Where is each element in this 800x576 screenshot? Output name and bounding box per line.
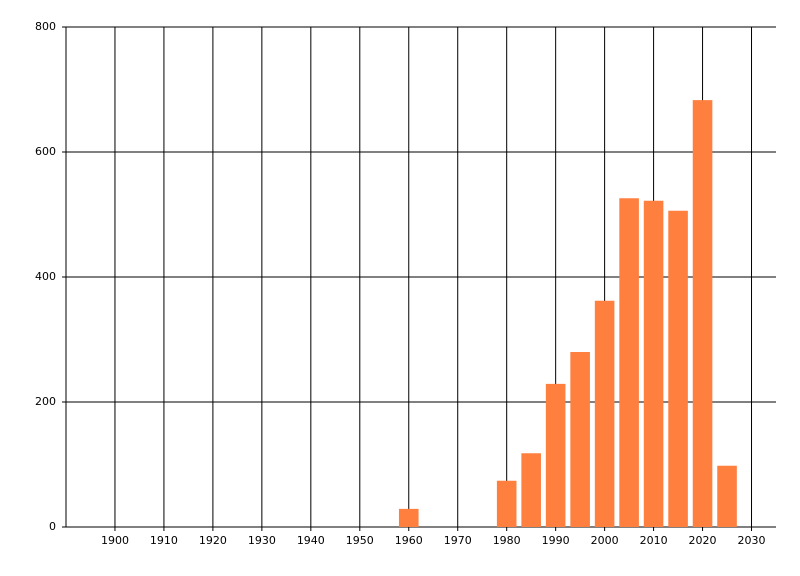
x-tick-label: 1950 — [346, 534, 374, 547]
x-tick-label: 1900 — [101, 534, 129, 547]
bar — [496, 480, 517, 527]
x-tick-label: 1920 — [199, 534, 227, 547]
bar — [570, 352, 590, 527]
y-tick-label: 0 — [49, 520, 56, 533]
x-tick-label: 1980 — [493, 534, 521, 547]
x-tick-label: 1970 — [444, 534, 472, 547]
bar — [594, 300, 615, 527]
bar — [643, 200, 664, 527]
y-tick-label: 200 — [35, 395, 56, 408]
x-tick-label: 1960 — [395, 534, 423, 547]
bar — [545, 383, 566, 527]
y-tick-label: 800 — [35, 20, 56, 33]
x-tick-label: 1940 — [297, 534, 325, 547]
bar — [619, 198, 639, 527]
x-tick-label: 1990 — [542, 534, 570, 547]
bar — [717, 465, 737, 527]
x-tick-label: 2010 — [640, 534, 668, 547]
x-tick-label: 2000 — [591, 534, 619, 547]
bar — [398, 508, 419, 527]
bar — [668, 210, 688, 527]
x-tick-label: 2020 — [689, 534, 717, 547]
bar — [692, 100, 713, 527]
y-tick-label: 400 — [35, 270, 56, 283]
x-tick-label: 2030 — [738, 534, 766, 547]
x-tick-label: 1930 — [248, 534, 276, 547]
x-tick-label: 1910 — [150, 534, 178, 547]
bar — [521, 453, 541, 527]
y-tick-label: 600 — [35, 145, 56, 158]
